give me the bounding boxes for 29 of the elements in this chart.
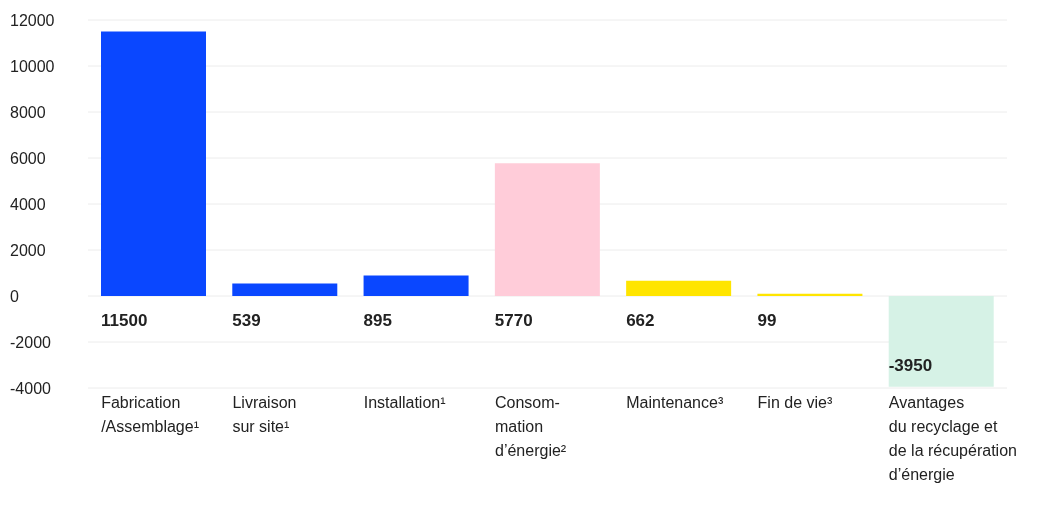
y-tick-label: 6000 <box>10 149 46 167</box>
y-tick-label: 10000 <box>10 57 55 75</box>
x-tick-label: Maintenance³ <box>626 394 724 411</box>
bar <box>626 280 732 296</box>
x-tick-label: Installation¹ <box>363 394 446 411</box>
bar <box>494 163 600 296</box>
bar <box>232 283 338 296</box>
bar <box>363 275 469 296</box>
y-tick-label: 2000 <box>10 241 46 259</box>
y-tick-label: -4000 <box>10 379 52 397</box>
bar <box>888 296 994 387</box>
y-tick-label: 8000 <box>10 103 46 121</box>
data-label: 662 <box>626 311 655 330</box>
data-label: 895 <box>363 311 392 330</box>
data-label: -3950 <box>888 355 933 375</box>
data-label: 99 <box>757 311 777 330</box>
data-label: 5770 <box>494 311 533 330</box>
data-label: 539 <box>232 311 261 330</box>
y-tick-label: 4000 <box>10 195 46 213</box>
y-tick-label: -2000 <box>10 333 52 351</box>
x-tick-label: Consom- mation d’énergie² <box>495 394 567 459</box>
y-tick-label: 12000 <box>10 11 55 29</box>
x-tick-label: Avantages du recyclage et de la récupération d’énergie <box>888 394 1017 483</box>
bar <box>101 31 206 296</box>
x-tick-label: Fin de vie³ <box>757 394 833 411</box>
x-tick-label: Livraison sur site¹ <box>232 394 297 435</box>
data-label: 11500 <box>101 311 148 330</box>
x-tick-label: Fabrication /Assemblage¹ <box>101 394 199 435</box>
y-tick-label: 0 <box>10 287 19 305</box>
